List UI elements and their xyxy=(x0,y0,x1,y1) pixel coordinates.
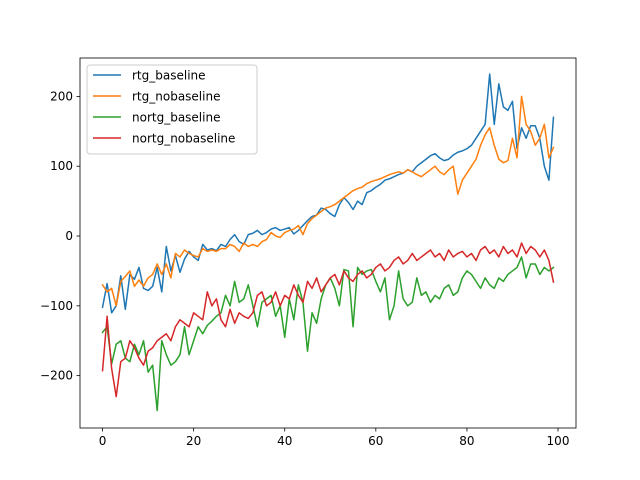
y-tick-label: −200 xyxy=(40,369,73,383)
legend-label-nortg_baseline: nortg_baseline xyxy=(132,111,220,125)
y-tick-label: 0 xyxy=(65,229,73,243)
y-tick-label: −100 xyxy=(40,299,73,313)
series-line-nortg_nobaseline xyxy=(101,242,555,398)
series-line-rtg_baseline xyxy=(101,73,555,314)
legend-label-nortg_nobaseline: nortg_nobaseline xyxy=(132,132,235,146)
x-tick-label: 80 xyxy=(459,434,474,448)
y-tick-label: 100 xyxy=(50,159,73,173)
y-tick-label: 200 xyxy=(50,89,73,103)
series-lines xyxy=(101,73,555,412)
legend: rtg_baseline rtg_nobaseline nortg_baseline… xyxy=(86,64,258,155)
x-tick-label: 60 xyxy=(368,434,383,448)
x-tick-label: 40 xyxy=(277,434,292,448)
legend-label-rtg_nobaseline: rtg_nobaseline xyxy=(132,90,220,104)
series-line-rtg_nobaseline xyxy=(101,95,555,307)
x-axis: 0 20 40 60 80 100 xyxy=(99,428,570,448)
x-tick-label: 0 xyxy=(99,434,107,448)
y-axis: −200 −100 0 100 200 xyxy=(40,89,80,383)
x-tick-label: 20 xyxy=(186,434,201,448)
legend-box xyxy=(86,64,258,155)
x-tick-label: 100 xyxy=(547,434,570,448)
plot-area-frame xyxy=(79,57,577,429)
legend-label-rtg_baseline: rtg_baseline xyxy=(132,69,206,83)
